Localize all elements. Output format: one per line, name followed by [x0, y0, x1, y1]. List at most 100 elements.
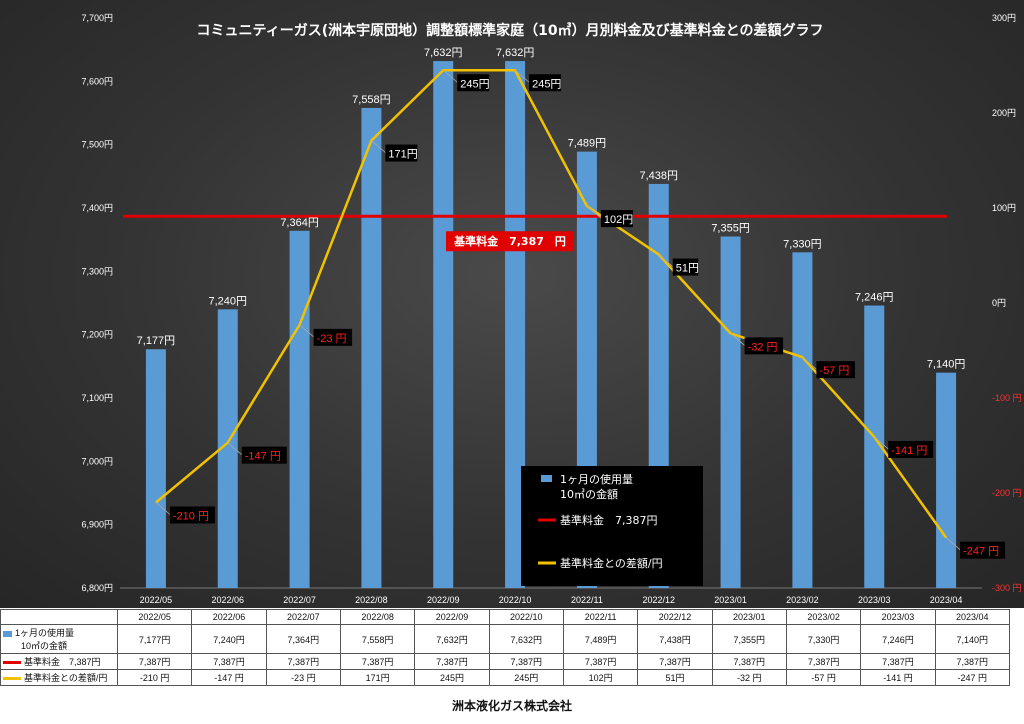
bar [145, 349, 166, 588]
row-label-line1: 基準料金 7,387円 [24, 657, 101, 667]
data-table: 2022/05 2022/06 2022/07 2022/08 2022/09 … [0, 609, 1011, 686]
diff-label-text: 245円 [532, 78, 561, 90]
x-tick-label: 2022/08 [355, 595, 388, 605]
diff-line-series [155, 69, 948, 539]
table-cell: -247 円 [934, 669, 1011, 686]
y-left-tick-label: 7,500円 [81, 140, 113, 150]
diff-label-leader [371, 140, 386, 153]
table-cell: 245円 [488, 669, 564, 686]
diff-label-leader [155, 502, 171, 515]
table-header-cell: 2023/01 [711, 609, 787, 625]
bar-value-label: 7,140円 [927, 359, 966, 371]
diff-label-leader [873, 436, 889, 450]
bar [792, 252, 813, 589]
table-cell: 245円 [414, 669, 490, 686]
table-cell: 7,489円 [562, 624, 639, 654]
diff-label-text: 51円 [676, 263, 699, 275]
legend: 1ヶ月の使用量 10㎥の金額 基準料金 7,387円 基準料金との差額/円 [521, 466, 703, 586]
bar [720, 236, 741, 588]
table-cell: -210 円 [116, 669, 193, 686]
table-header-cell: 2023/03 [860, 609, 936, 625]
diff-label-text: -147 円 [245, 451, 281, 463]
diff-line [155, 69, 948, 539]
table-header-cell: 2022/06 [191, 609, 267, 625]
chart-svg: コミュニティーガス(洲本宇原団地）調整額標準家庭（10㎥）月別料金及び基準料金と… [81, 47, 1022, 605]
x-tick-label: 2022/06 [211, 595, 244, 605]
x-tick-label: 2022/12 [642, 595, 675, 605]
x-tick-label: 2023/02 [786, 595, 819, 605]
x-tick-label: 2022/11 [571, 595, 603, 605]
y-right-tick-label: 0円 [992, 298, 1006, 308]
table-cell: 7,330円 [785, 624, 862, 654]
table-cell: 7,387円 [191, 653, 267, 670]
diff-label-text: -210 円 [173, 511, 209, 523]
legend-box [521, 466, 703, 586]
table-cell: 7,387円 [562, 653, 639, 670]
legend-yellow-label: 基準料金との差額/円 [560, 556, 663, 570]
bar [936, 372, 957, 588]
bar-value-label: 7,489円 [568, 138, 607, 150]
table-cell: 7,140円 [934, 624, 1011, 654]
table-header-cell: 2023/04 [934, 609, 1011, 625]
bar [433, 61, 454, 589]
bar [505, 61, 526, 589]
y-right-tick-label: 200円 [992, 108, 1016, 118]
table-header-cell: 2022/09 [414, 609, 490, 625]
table-cell: 171円 [339, 669, 416, 686]
table-corner-cell [0, 609, 118, 625]
table-cell: 7,364円 [265, 624, 341, 654]
chart-panel: コミュニティーガス(洲本宇原団地）調整額標準家庭（10㎥）月別料金及び基準料金と… [0, 0, 1024, 608]
table-cell: 7,632円 [414, 624, 490, 654]
y-left-tick-label: 7,200円 [81, 330, 113, 340]
diff-label-box [313, 328, 353, 346]
table-header-cell: 2022/10 [488, 609, 564, 625]
diff-label-box [241, 446, 287, 464]
base-label-box [446, 231, 574, 252]
x-tick-label: 2023/01 [714, 595, 747, 605]
table-cell: -57 円 [785, 669, 862, 686]
table-cell: 7,387円 [934, 653, 1011, 670]
table-cell: 7,387円 [860, 653, 936, 670]
x-tick-label: 2023/03 [858, 595, 891, 605]
table-cell: 7,387円 [637, 653, 713, 670]
company-footer: 洲本液化ガス株式会社 [451, 699, 572, 713]
table-cell: 102円 [562, 669, 639, 686]
diff-label-leader [299, 324, 314, 338]
row-label-line1: 1ヶ月の使用量 [15, 628, 75, 638]
table-cell: 7,387円 [116, 653, 193, 670]
y-right-tick-label: -100 円 [992, 393, 1022, 403]
bar-value-label: 7,632円 [424, 47, 463, 59]
table-row-label: 基準料金との差額/円 [0, 669, 118, 686]
diff-label-box [529, 74, 562, 92]
y-right-tick-label: -200 円 [992, 488, 1022, 498]
y-right-tick-label: -300 円 [992, 583, 1022, 593]
row-label-line1: 基準料金との差額/円 [24, 673, 108, 683]
x-tick-label: 2022/07 [283, 595, 316, 605]
y-left-tick-label: 7,400円 [81, 203, 113, 213]
yellow-line-swatch [3, 677, 21, 681]
diff-label-text: 171円 [388, 149, 417, 161]
bar [864, 305, 885, 588]
diff-label-box [600, 210, 633, 228]
table-cell: 7,387円 [339, 653, 416, 670]
bar [217, 309, 238, 588]
diff-label-box [385, 144, 418, 162]
table-row-label: 1ヶ月の使用量 10㎥の金額 [0, 624, 118, 654]
y-left-tick-label: 7,000円 [81, 456, 113, 466]
table-header-cell: 2022/05 [116, 609, 193, 625]
diff-label-box [816, 361, 855, 379]
table-cell: 7,177円 [116, 624, 193, 654]
table-header-row: 2022/05 2022/06 2022/07 2022/08 2022/09 … [0, 609, 1011, 625]
table-header-cell: 2022/08 [339, 609, 416, 625]
diff-label-leader [658, 254, 674, 267]
bar-swatch [3, 630, 12, 637]
x-tick-label: 2023/04 [930, 595, 963, 605]
table-cell: 7,387円 [265, 653, 341, 670]
bar-value-label: 7,246円 [855, 292, 894, 304]
table-cell: 7,355円 [711, 624, 787, 654]
x-tick-label: 2022/09 [427, 595, 460, 605]
diff-label-leader [730, 333, 745, 346]
bar-value-label: 7,330円 [783, 238, 822, 250]
table-header-cell: 2023/02 [785, 609, 862, 625]
table-header-cell: 2022/12 [637, 609, 713, 625]
